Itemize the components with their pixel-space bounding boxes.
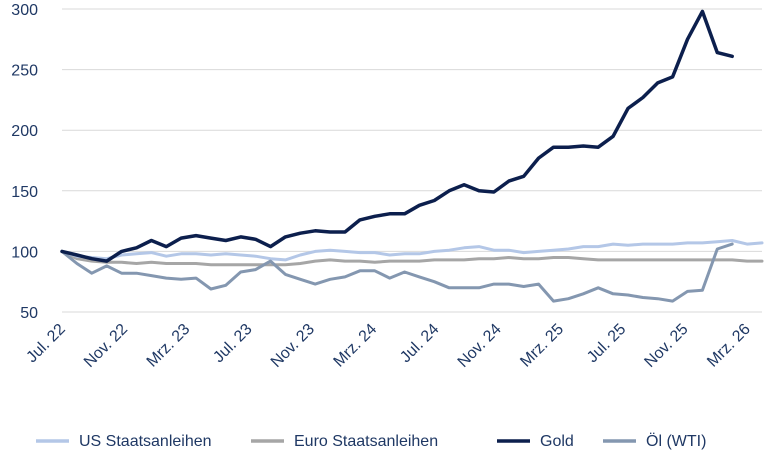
x-tick-label: Nov. 22 [81, 321, 131, 371]
x-tick-label: Nov. 24 [455, 321, 505, 371]
x-tick-label: Nov. 25 [641, 321, 691, 371]
y-axis: 50 100 150 200 250 300 [11, 2, 38, 322]
series-line-1 [60, 249, 764, 267]
series-line-0 [60, 239, 764, 262]
y-tick-label: 150 [11, 184, 38, 201]
legend-label-2: Gold [540, 433, 574, 450]
x-axis: Jul. 22 Nov. 22 Mrz. 23 Jul. 23 Nov. 23 Mrz. … [23, 321, 754, 371]
y-tick-label: 300 [11, 2, 38, 19]
y-tick-label: 250 [11, 63, 38, 80]
x-tick-label: Jul. 25 [584, 321, 629, 366]
x-tick-label: Mrz. 24 [330, 321, 380, 371]
legend: US Staatsanleihen Euro Staatsanleihen Gold… [36, 432, 706, 450]
x-tick-label: Jul. 24 [397, 321, 442, 366]
x-tick-label: Jul. 22 [23, 321, 68, 366]
legend-label-0: US Staatsanleihen [79, 433, 212, 450]
legend-label-3: Öl (WTI) [646, 432, 706, 450]
legend-label-1: Euro Staatsanleihen [294, 433, 438, 450]
x-tick-label: Nov. 23 [268, 321, 318, 371]
x-tick-label: Mrz. 23 [144, 321, 194, 371]
gridlines [62, 8, 762, 313]
x-tick-label: Mrz. 25 [517, 321, 567, 371]
x-tick-label: Jul. 23 [210, 321, 255, 366]
y-tick-label: 200 [11, 123, 38, 140]
x-tick-label: Mrz. 26 [704, 321, 754, 371]
y-tick-label: 100 [11, 244, 38, 261]
series-lines [60, 9, 764, 303]
y-tick-label: 50 [20, 305, 38, 322]
series-line-3 [60, 242, 734, 303]
series-line-2 [60, 9, 734, 263]
